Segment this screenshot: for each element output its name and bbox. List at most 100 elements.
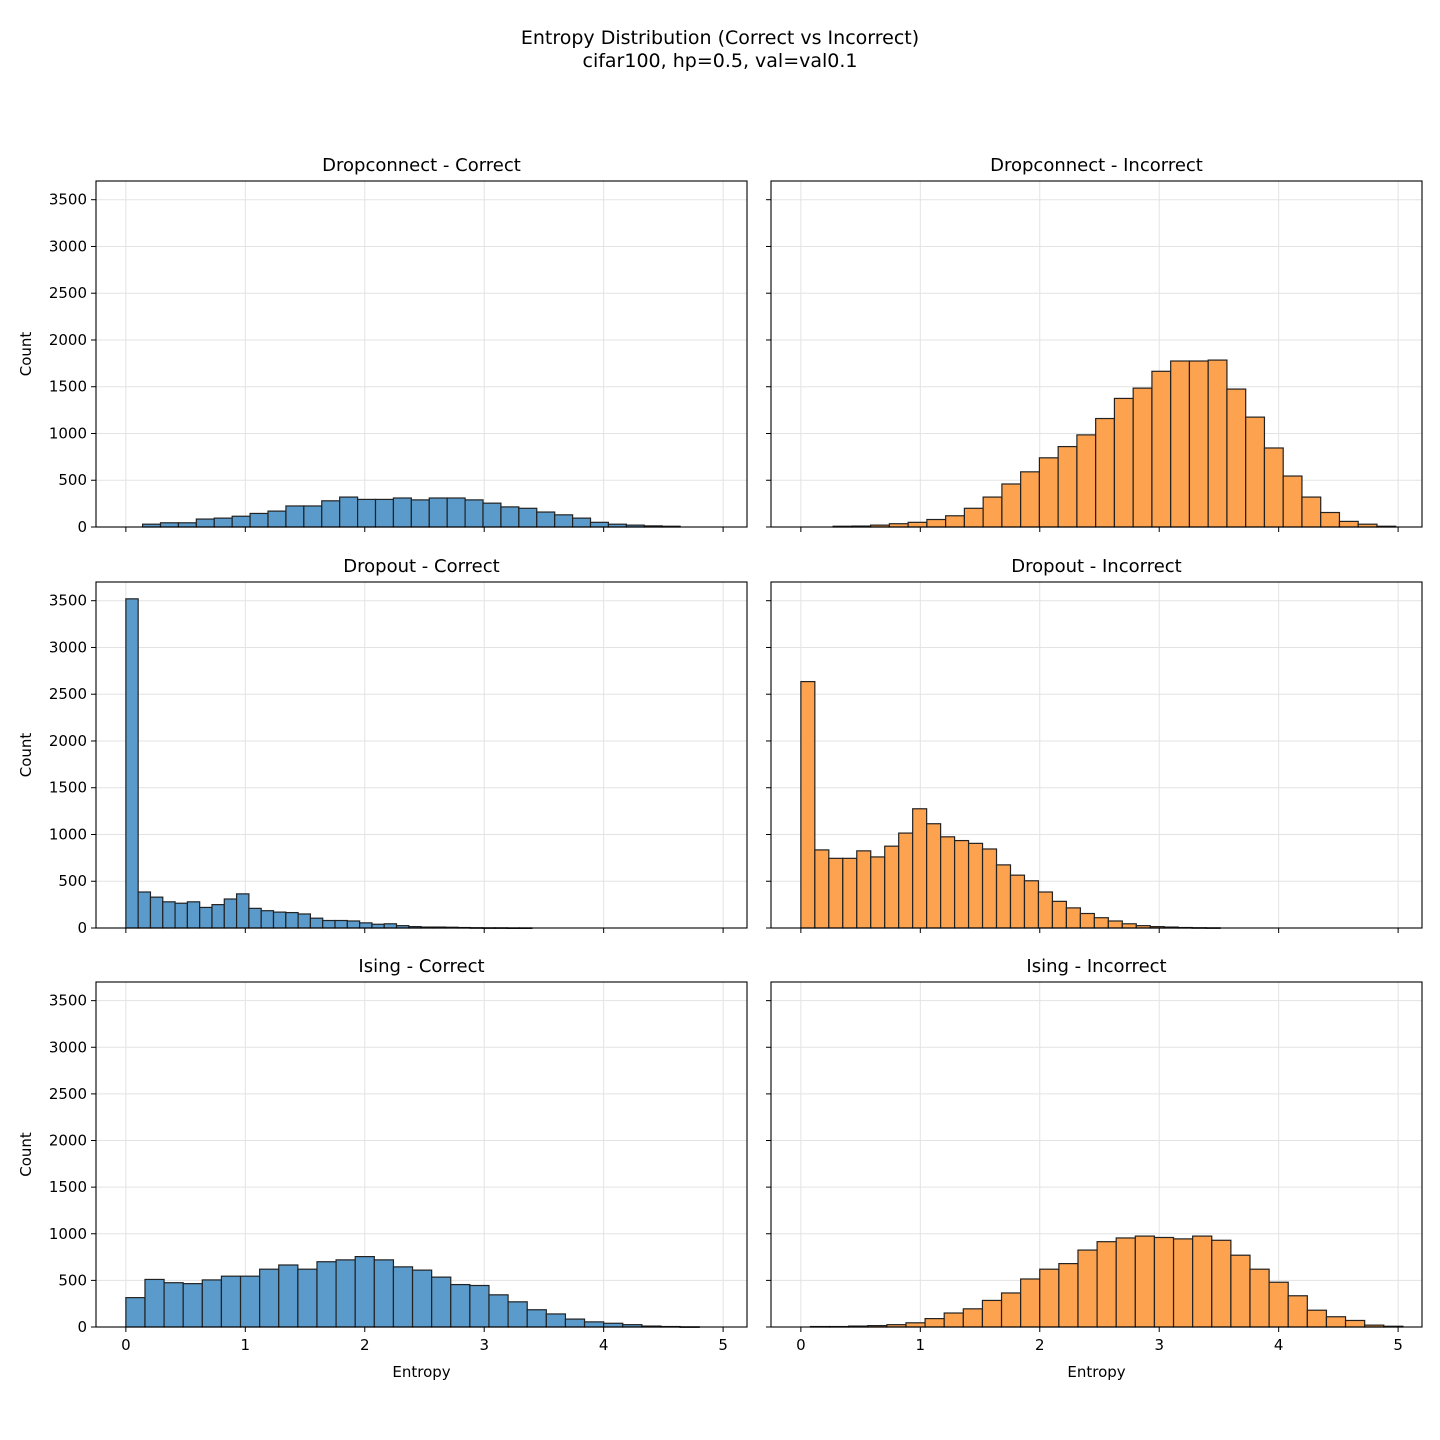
bars [125, 598, 533, 930]
histogram-bar [1037, 891, 1054, 929]
histogram-bar [428, 497, 448, 528]
axes-frame [95, 981, 748, 1328]
subplot-4: Dropout - Incorrect [766, 556, 1423, 933]
histogram-bar [828, 857, 844, 929]
histogram-bar [1076, 434, 1097, 528]
histogram-bar [339, 496, 359, 528]
histogram-bar [231, 515, 251, 528]
histogram-bar [518, 507, 538, 528]
histogram-bar [1057, 445, 1078, 528]
x-tick-label: 0 [121, 1336, 131, 1354]
y-tick-label: 1500 [49, 779, 87, 797]
histogram-bar [1107, 920, 1123, 929]
y-tick-label: 0 [77, 518, 87, 536]
x-tick-label: 5 [718, 1336, 728, 1354]
histogram-bar [898, 832, 914, 929]
histogram-bar [526, 1309, 547, 1328]
x-axis-label: Entropy [392, 1363, 450, 1381]
histogram-bar [482, 502, 502, 528]
histogram-bar [259, 1268, 280, 1328]
histogram-bar [884, 845, 900, 929]
histogram-bar [1132, 387, 1153, 528]
histogram-bar [1023, 880, 1040, 929]
histogram-bar [554, 514, 574, 528]
y-tick-label: 1000 [49, 424, 87, 442]
histogram-bar [201, 1279, 223, 1328]
histogram-bar [374, 498, 395, 528]
histogram-bar [945, 515, 965, 528]
histogram-bar [220, 1275, 242, 1328]
histogram-bar [1051, 900, 1067, 929]
histogram-bar [267, 510, 287, 528]
x-tick-label: 0 [796, 1336, 806, 1354]
subplot-title: Dropconnect - Correct [322, 155, 521, 176]
histogram-bar [249, 512, 269, 528]
y-tick-label: 0 [77, 1318, 87, 1336]
grid [96, 582, 747, 929]
histogram-bar [159, 522, 180, 528]
histogram-bar [1268, 1281, 1289, 1328]
histogram-bar [589, 521, 610, 528]
histogram-bar [195, 518, 215, 528]
histogram-bar [814, 849, 830, 929]
histogram-bar [1121, 923, 1137, 929]
histogram-bar [545, 1313, 567, 1328]
histogram-bar [1000, 1292, 1022, 1328]
axes-frame [95, 180, 748, 528]
histogram-bar [1151, 370, 1172, 528]
histogram-bar [800, 680, 816, 929]
histogram-bar [303, 505, 323, 528]
y-tick-label: 3500 [49, 191, 87, 209]
histogram-bar [446, 497, 466, 528]
histogram-bar [1287, 1295, 1308, 1328]
histogram-bar [1249, 1268, 1270, 1328]
ticks: 0 1 2 3 4 5 [766, 1000, 1403, 1354]
bars [809, 1235, 1404, 1328]
subplot-5: 0 1 2 3 4 5 0 500 1000 1500 2000 2500 3000 3500 Ising … [17, 956, 748, 1381]
histogram-bar [967, 842, 984, 929]
histogram-bar [1113, 397, 1134, 528]
histogram-bar [186, 901, 201, 929]
y-tick-label: 500 [58, 872, 87, 890]
histogram-bar [316, 1261, 337, 1328]
subplot-title: Dropout - Correct [343, 556, 499, 577]
histogram-bar [1320, 511, 1341, 528]
histogram-bar [940, 836, 956, 929]
y-tick-label: 3500 [49, 992, 87, 1010]
histogram-bar [603, 1322, 624, 1328]
y-tick-label: 3000 [49, 237, 87, 255]
histogram-bar [239, 1275, 261, 1328]
y-tick-label: 1500 [49, 1178, 87, 1196]
histogram-bar [383, 923, 398, 929]
histogram-bar [1058, 1262, 1079, 1328]
axes-frame [770, 981, 1423, 1328]
y-axis-label: Count [17, 332, 35, 377]
histogram-bar [842, 857, 858, 929]
histogram-bar [1065, 907, 1081, 929]
histogram-bar [564, 1318, 586, 1328]
histogram-bar [856, 850, 872, 929]
histogram-bar [1188, 360, 1209, 528]
histogram-bar [943, 1312, 964, 1328]
histogram-bar [211, 904, 225, 929]
x-tick-label: 1 [241, 1336, 251, 1354]
histogram-bar [953, 839, 970, 929]
histogram-bar [1093, 917, 1109, 929]
histogram-bar [464, 499, 484, 528]
y-axis-label: Count [17, 733, 35, 778]
histogram-bar [924, 1318, 945, 1328]
histogram-bar [392, 497, 412, 528]
y-tick-label: 3000 [49, 638, 87, 656]
histogram-bar [1230, 1254, 1251, 1328]
x-tick-label: 1 [916, 1336, 926, 1354]
histogram-bar [260, 910, 275, 929]
histogram-bar [1172, 1238, 1194, 1328]
histogram-bar [963, 507, 984, 528]
histogram-bar [177, 522, 197, 528]
y-tick-label: 2000 [49, 732, 87, 750]
histogram-bar [356, 498, 377, 528]
histogram-bar [125, 598, 139, 929]
histogram-bar [1077, 1249, 1098, 1328]
x-tick-label: 2 [1035, 1336, 1045, 1354]
